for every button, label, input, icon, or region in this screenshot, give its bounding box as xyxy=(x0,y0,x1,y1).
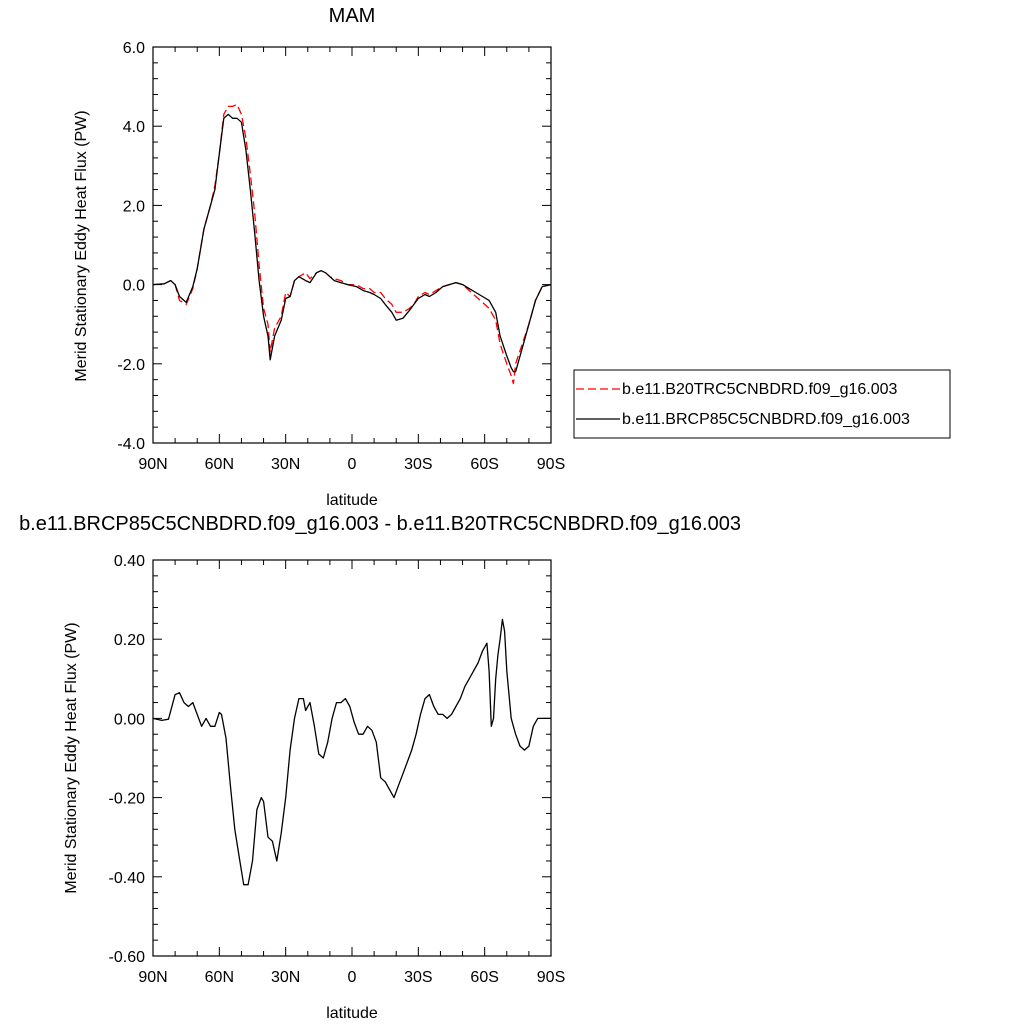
x-tick-label: 30N xyxy=(271,969,300,986)
legend-label-series-2: b.e11.BRCP85C5CNBDRD.f09_g16.003 xyxy=(622,411,910,428)
x-tick-label: 30S xyxy=(404,456,432,473)
y-tick-label: 6.0 xyxy=(123,40,145,57)
plot-lines xyxy=(152,618,551,886)
y-tick-label: -0.60 xyxy=(109,949,146,966)
y-tick-label: 0.20 xyxy=(114,632,145,649)
y-tick-label: -0.40 xyxy=(109,870,146,887)
axes: 90N 60N 30N 0 30S 60S 90S -0.60 -0.40 -0.20 0.00 0.… xyxy=(109,553,566,986)
x-tick-label: 90N xyxy=(138,969,167,986)
x-tick-label: 0 xyxy=(348,969,357,986)
y-axis-label: Merid Stationary Eddy Heat Flux (PW) xyxy=(73,110,90,381)
y-tick-label: 4.0 xyxy=(123,119,145,136)
x-tick-label: 60N xyxy=(205,969,234,986)
y-tick-label: 0.40 xyxy=(114,553,145,570)
panel-top: MAM 90N 60N 30N 0 30S 60S 90S -4.0 -2.0 0.0 2.0 4.0… xyxy=(73,5,951,509)
x-tick-label: 30N xyxy=(271,456,300,473)
x-tick-label: 60S xyxy=(470,969,498,986)
chart-title: MAM xyxy=(329,5,376,27)
legend-label-series-1: b.e11.B20TRC5CNBDRD.f09_g16.003 xyxy=(622,381,898,398)
series-line-1 xyxy=(152,103,552,385)
plot-frame xyxy=(152,46,552,444)
x-tick-label: 0 xyxy=(348,456,357,473)
x-tick-label: 60S xyxy=(470,456,498,473)
x-tick-label: 90S xyxy=(537,456,565,473)
plot-lines xyxy=(152,103,552,385)
axes: 90N 60N 30N 0 30S 60S 90S -4.0 -2.0 0.0 2.0 4.0 6.0 xyxy=(117,40,565,473)
x-axis-label: latitude xyxy=(326,492,378,509)
x-tick-label: 60N xyxy=(205,456,234,473)
y-tick-label: -2.0 xyxy=(117,357,145,374)
x-tick-label: 90N xyxy=(138,456,167,473)
panel-bottom: b.e11.BRCP85C5CNBDRD.f09_g16.003 - b.e11… xyxy=(19,513,741,1022)
legend-box xyxy=(573,369,951,439)
chart-title: b.e11.BRCP85C5CNBDRD.f09_g16.003 - b.e11… xyxy=(19,513,741,535)
x-tick-label: 30S xyxy=(404,969,432,986)
y-axis-label: Merid Stationary Eddy Heat Flux (PW) xyxy=(63,622,80,893)
legend: b.e11.B20TRC5CNBDRD.f09_g16.003 b.e11.BR… xyxy=(573,369,951,439)
plot-frame xyxy=(152,559,552,957)
x-tick-label: 90S xyxy=(537,969,565,986)
x-axis-label: latitude xyxy=(326,1005,378,1022)
y-tick-label: -4.0 xyxy=(117,436,145,453)
y-tick-label: -0.20 xyxy=(109,791,146,808)
y-tick-label: 0.00 xyxy=(114,711,145,728)
series-line-2 xyxy=(152,113,552,373)
y-tick-label: 2.0 xyxy=(123,198,145,215)
series-line-1 xyxy=(152,618,551,886)
y-tick-label: 0.0 xyxy=(123,278,145,295)
